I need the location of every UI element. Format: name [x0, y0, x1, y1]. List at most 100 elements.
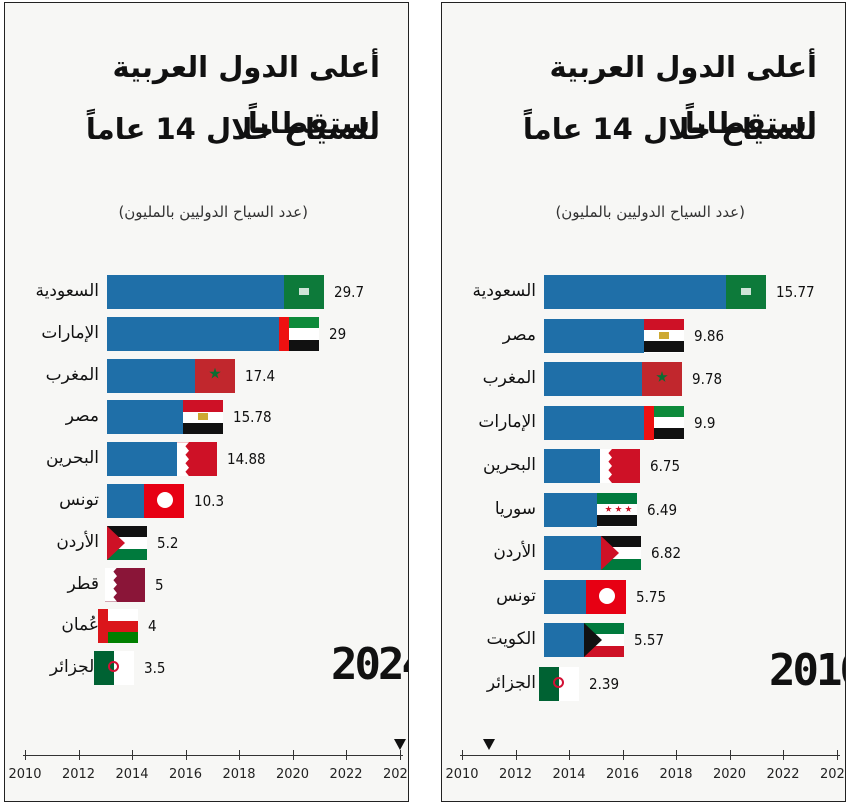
- country-label: تونس: [59, 490, 99, 510]
- chart-panel-2024: أعلى الدول العربية استقطاباً للسياح خلال…: [4, 2, 409, 802]
- value-label: 5: [155, 575, 164, 594]
- chart-subtitle: (عدد السياح الدوليين بالمليون): [555, 203, 745, 221]
- chart-title-line1: أعلى الدول العربية استقطاباً: [112, 50, 380, 140]
- saudi-flag-icon: [726, 275, 766, 309]
- bahrain-flag-icon: [177, 442, 217, 477]
- qatar-flag-icon: [105, 567, 145, 602]
- country-label: مصر: [502, 324, 536, 345]
- value-label: 3.5: [144, 659, 166, 678]
- value-label: 15.77: [776, 283, 815, 301]
- chart-subtitle: (عدد السياح الدوليين بالمليون): [118, 203, 308, 221]
- syria-flag-icon: [597, 492, 637, 527]
- tunisia-flag-icon: [586, 579, 626, 614]
- country-label: سوريا: [494, 498, 536, 519]
- timeline-tick: [569, 750, 570, 760]
- value-label: 15.78: [233, 408, 272, 427]
- oman-flag-icon: [98, 609, 138, 644]
- morocco-flag-icon: [642, 362, 682, 396]
- timeline-marker-icon: [393, 739, 406, 750]
- country-label: تونس: [496, 585, 536, 606]
- timeline-tick-label: 2014: [115, 767, 149, 782]
- value-label: 10.3: [194, 492, 225, 510]
- value-label: 5.75: [636, 587, 667, 606]
- timeline-tick-label: 2024: [819, 767, 845, 782]
- bar-area: السعودية 15.77 مصر 9.86 المغرب 9.78 الإمارات 9.…: [442, 3, 845, 801]
- bahrain-flag-icon: [600, 449, 640, 483]
- uae-flag-icon: [279, 316, 319, 351]
- timeline-tick: [25, 750, 26, 760]
- country-label: الجزائر: [486, 672, 536, 693]
- country-label: الجزائر: [49, 657, 99, 678]
- egypt-flag-icon: [644, 318, 684, 353]
- year-label: 2024: [331, 639, 408, 690]
- timeline-tick: [622, 750, 624, 760]
- chart-title-line1: أعلى الدول العربية استقطاباً: [549, 50, 817, 140]
- value-label: 29: [329, 324, 347, 343]
- jordan-flag-icon: [107, 525, 147, 560]
- value-label: 17.4: [245, 366, 276, 385]
- value-label: 6.75: [650, 457, 681, 475]
- egypt-flag-icon: [183, 400, 223, 435]
- country-label: البحرين: [482, 455, 536, 475]
- jordan-flag-icon: [601, 536, 641, 570]
- timeline-tick: [346, 750, 347, 760]
- timeline-tick-label: 2020: [712, 767, 747, 782]
- chart-title-line2: للسياح خلال 14 عاماً: [522, 112, 817, 146]
- country-label: الإمارات: [41, 322, 99, 343]
- timeline-tick: [239, 750, 240, 760]
- timeline-tick-label: 2016: [168, 767, 203, 782]
- timeline-tick: [132, 750, 133, 760]
- country-label: السعودية: [472, 281, 536, 301]
- timeline-tick: [515, 750, 517, 760]
- timeline-tick: [399, 750, 401, 760]
- timeline-tick-label: 2018: [222, 767, 256, 782]
- country-label: الكويت: [486, 629, 537, 649]
- value-label: 5.57: [634, 631, 665, 649]
- timeline-tick-label: 2022: [766, 767, 800, 782]
- timeline-tick: [462, 750, 463, 760]
- country-label: الأردن: [56, 531, 99, 552]
- saudi-flag-icon: [284, 275, 324, 309]
- country-label: الإمارات: [478, 411, 536, 432]
- timeline-tick-label: 2018: [659, 767, 693, 782]
- timeline-line: [23, 755, 403, 756]
- value-label: 6.82: [651, 544, 682, 562]
- country-label: الأردن: [493, 542, 536, 562]
- value-label: 9.9: [694, 413, 716, 432]
- timeline-tick-label: 2012: [498, 767, 533, 782]
- year-label: 2010: [769, 645, 845, 696]
- chart-title-line2: للسياح خلال 14 عاماً: [85, 112, 380, 146]
- value-label: 9.86: [694, 326, 725, 345]
- timeline-line: [460, 755, 840, 756]
- country-label: البحرين: [45, 448, 99, 469]
- timeline-tick-label: 2020: [275, 767, 310, 782]
- country-label: قطر: [67, 573, 99, 594]
- tunisia-flag-icon: [144, 484, 184, 518]
- timeline-tick: [676, 750, 677, 760]
- timeline-tick: [185, 750, 187, 760]
- chart-panel-2010: أعلى الدول العربية استقطاباً للسياح خلال…: [441, 2, 846, 802]
- value-label: 5.2: [157, 533, 179, 552]
- timeline-tick-label: 2024: [382, 767, 408, 782]
- value-label: 6.49: [647, 500, 678, 519]
- value-label: 2.39: [589, 674, 620, 693]
- uae-flag-icon: [644, 405, 684, 440]
- value-label: 4: [148, 617, 157, 636]
- country-label: السعودية: [35, 281, 99, 301]
- timeline-tick-label: 2012: [61, 767, 96, 782]
- timeline-tick-label: 2022: [329, 767, 363, 782]
- morocco-flag-icon: [195, 358, 235, 393]
- timeline-tick: [783, 750, 784, 760]
- timeline-tick-label: 2010: [445, 767, 479, 782]
- bar-area: السعودية 29.7 الإمارات 29 المغرب 17.4 مصر 15.78…: [5, 3, 408, 801]
- timeline-tick-label: 2016: [605, 767, 640, 782]
- country-label: عُمان: [61, 615, 99, 636]
- timeline-tick-label: 2014: [552, 767, 586, 782]
- value-label: 9.78: [692, 370, 723, 388]
- algeria-flag-icon: [539, 666, 579, 701]
- country-label: مصر: [65, 406, 99, 427]
- timeline-tick-label: 2010: [8, 767, 42, 782]
- timeline-tick: [78, 750, 80, 760]
- country-label: المغرب: [482, 368, 536, 388]
- timeline-tick: [729, 750, 731, 760]
